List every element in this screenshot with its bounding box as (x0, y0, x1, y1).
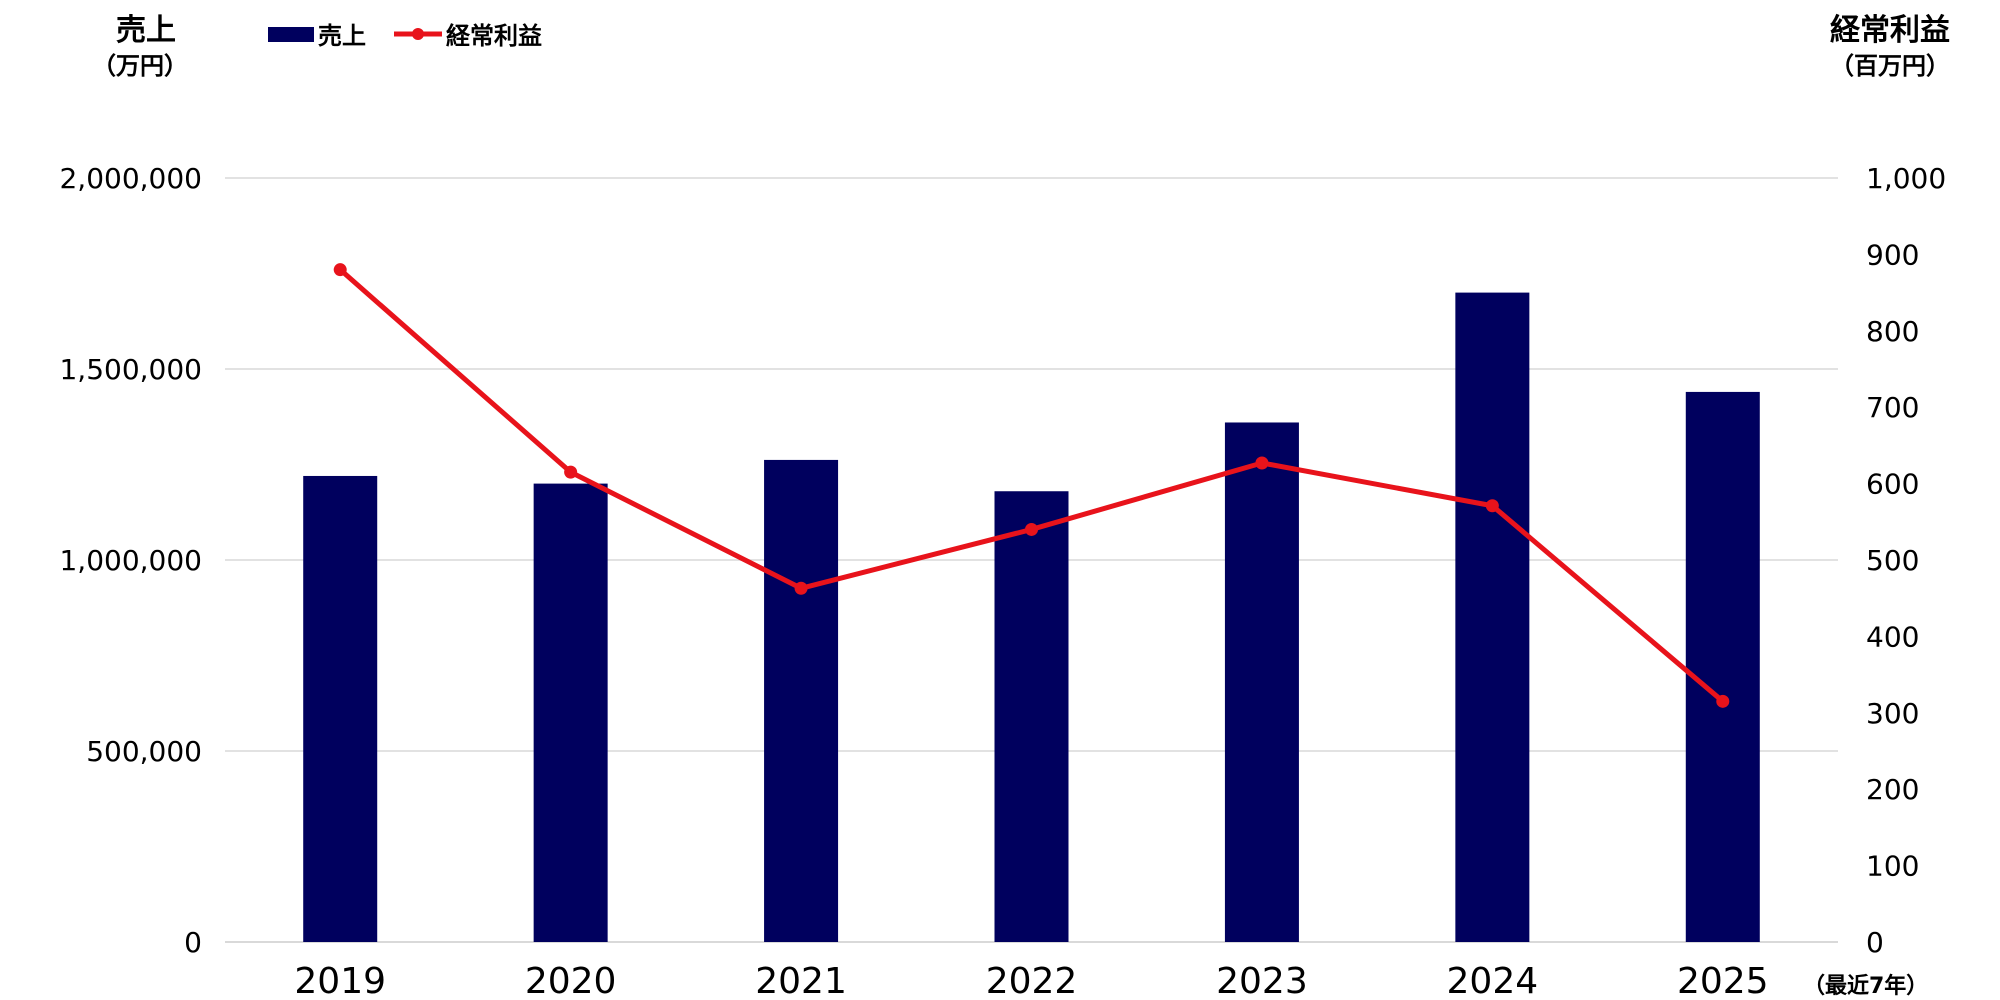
x-tick-label: 2025 (1677, 961, 1769, 1000)
left-axis-unit: （万円） (92, 52, 188, 80)
bar (1685, 391, 1760, 942)
right-tick-label: 900 (1866, 238, 1919, 271)
line-point (333, 263, 347, 277)
bar (994, 491, 1069, 942)
line-point (1716, 694, 1730, 708)
bar-series (303, 292, 1760, 943)
bar (303, 475, 378, 942)
x-tick-label: 2022 (986, 961, 1078, 1000)
x-tick-label: 2020 (525, 961, 617, 1000)
right-tick-label: 400 (1866, 620, 1919, 653)
bar (764, 459, 839, 942)
x-tick-label: 2019 (294, 961, 386, 1000)
right-tick-label: 600 (1866, 468, 1919, 501)
right-axis-ticks: 0 100 200 300 400 500 600 700 800 900 1,000 (1866, 162, 1946, 959)
left-tick-label: 1,500,000 (59, 353, 202, 386)
line-point (564, 465, 578, 479)
line-point (1025, 522, 1038, 536)
x-tick-label: 2023 (1216, 961, 1308, 1000)
x-tick-label: 2024 (1447, 961, 1539, 1000)
line-point (1255, 456, 1269, 470)
left-tick-label: 500,000 (86, 735, 202, 768)
left-tick-label: 0 (184, 926, 202, 959)
right-tick-label: 700 (1866, 391, 1919, 424)
right-tick-label: 200 (1866, 773, 1919, 806)
line-point (794, 581, 808, 595)
x-axis-ticks: 2019 2020 2021 2022 2023 2024 2025 (294, 961, 1768, 1000)
legend-label-sales: 売上 (318, 22, 366, 50)
legend: 売上 経常利益 (268, 22, 542, 50)
x-tick-label: 2021 (755, 961, 847, 1000)
right-tick-label: 500 (1866, 544, 1919, 577)
right-axis-unit: （百万円） (1830, 52, 1950, 80)
right-axis-title: 経常利益 (1830, 13, 1950, 48)
legend-bar-swatch (268, 27, 314, 42)
bar (533, 483, 608, 942)
left-tick-label: 1,000,000 (59, 544, 202, 577)
line-series (333, 263, 1730, 708)
right-tick-label: 0 (1866, 926, 1884, 959)
right-tick-label: 100 (1866, 850, 1919, 883)
right-tick-label: 1,000 (1866, 162, 1946, 195)
bar (1455, 292, 1530, 943)
left-axis-title: 売上 (116, 13, 176, 48)
line-point (1485, 499, 1499, 513)
legend-label-profit: 経常利益 (446, 22, 542, 50)
left-axis-ticks: 0 500,000 1,000,000 1,500,000 2,000,000 (59, 162, 202, 959)
right-tick-label: 800 (1866, 315, 1919, 348)
right-tick-label: 300 (1866, 697, 1919, 730)
left-tick-label: 2,000,000 (59, 162, 202, 195)
x-axis-note: （最近7年） (1803, 973, 1928, 999)
bar (1224, 422, 1299, 943)
legend-marker (412, 28, 424, 40)
